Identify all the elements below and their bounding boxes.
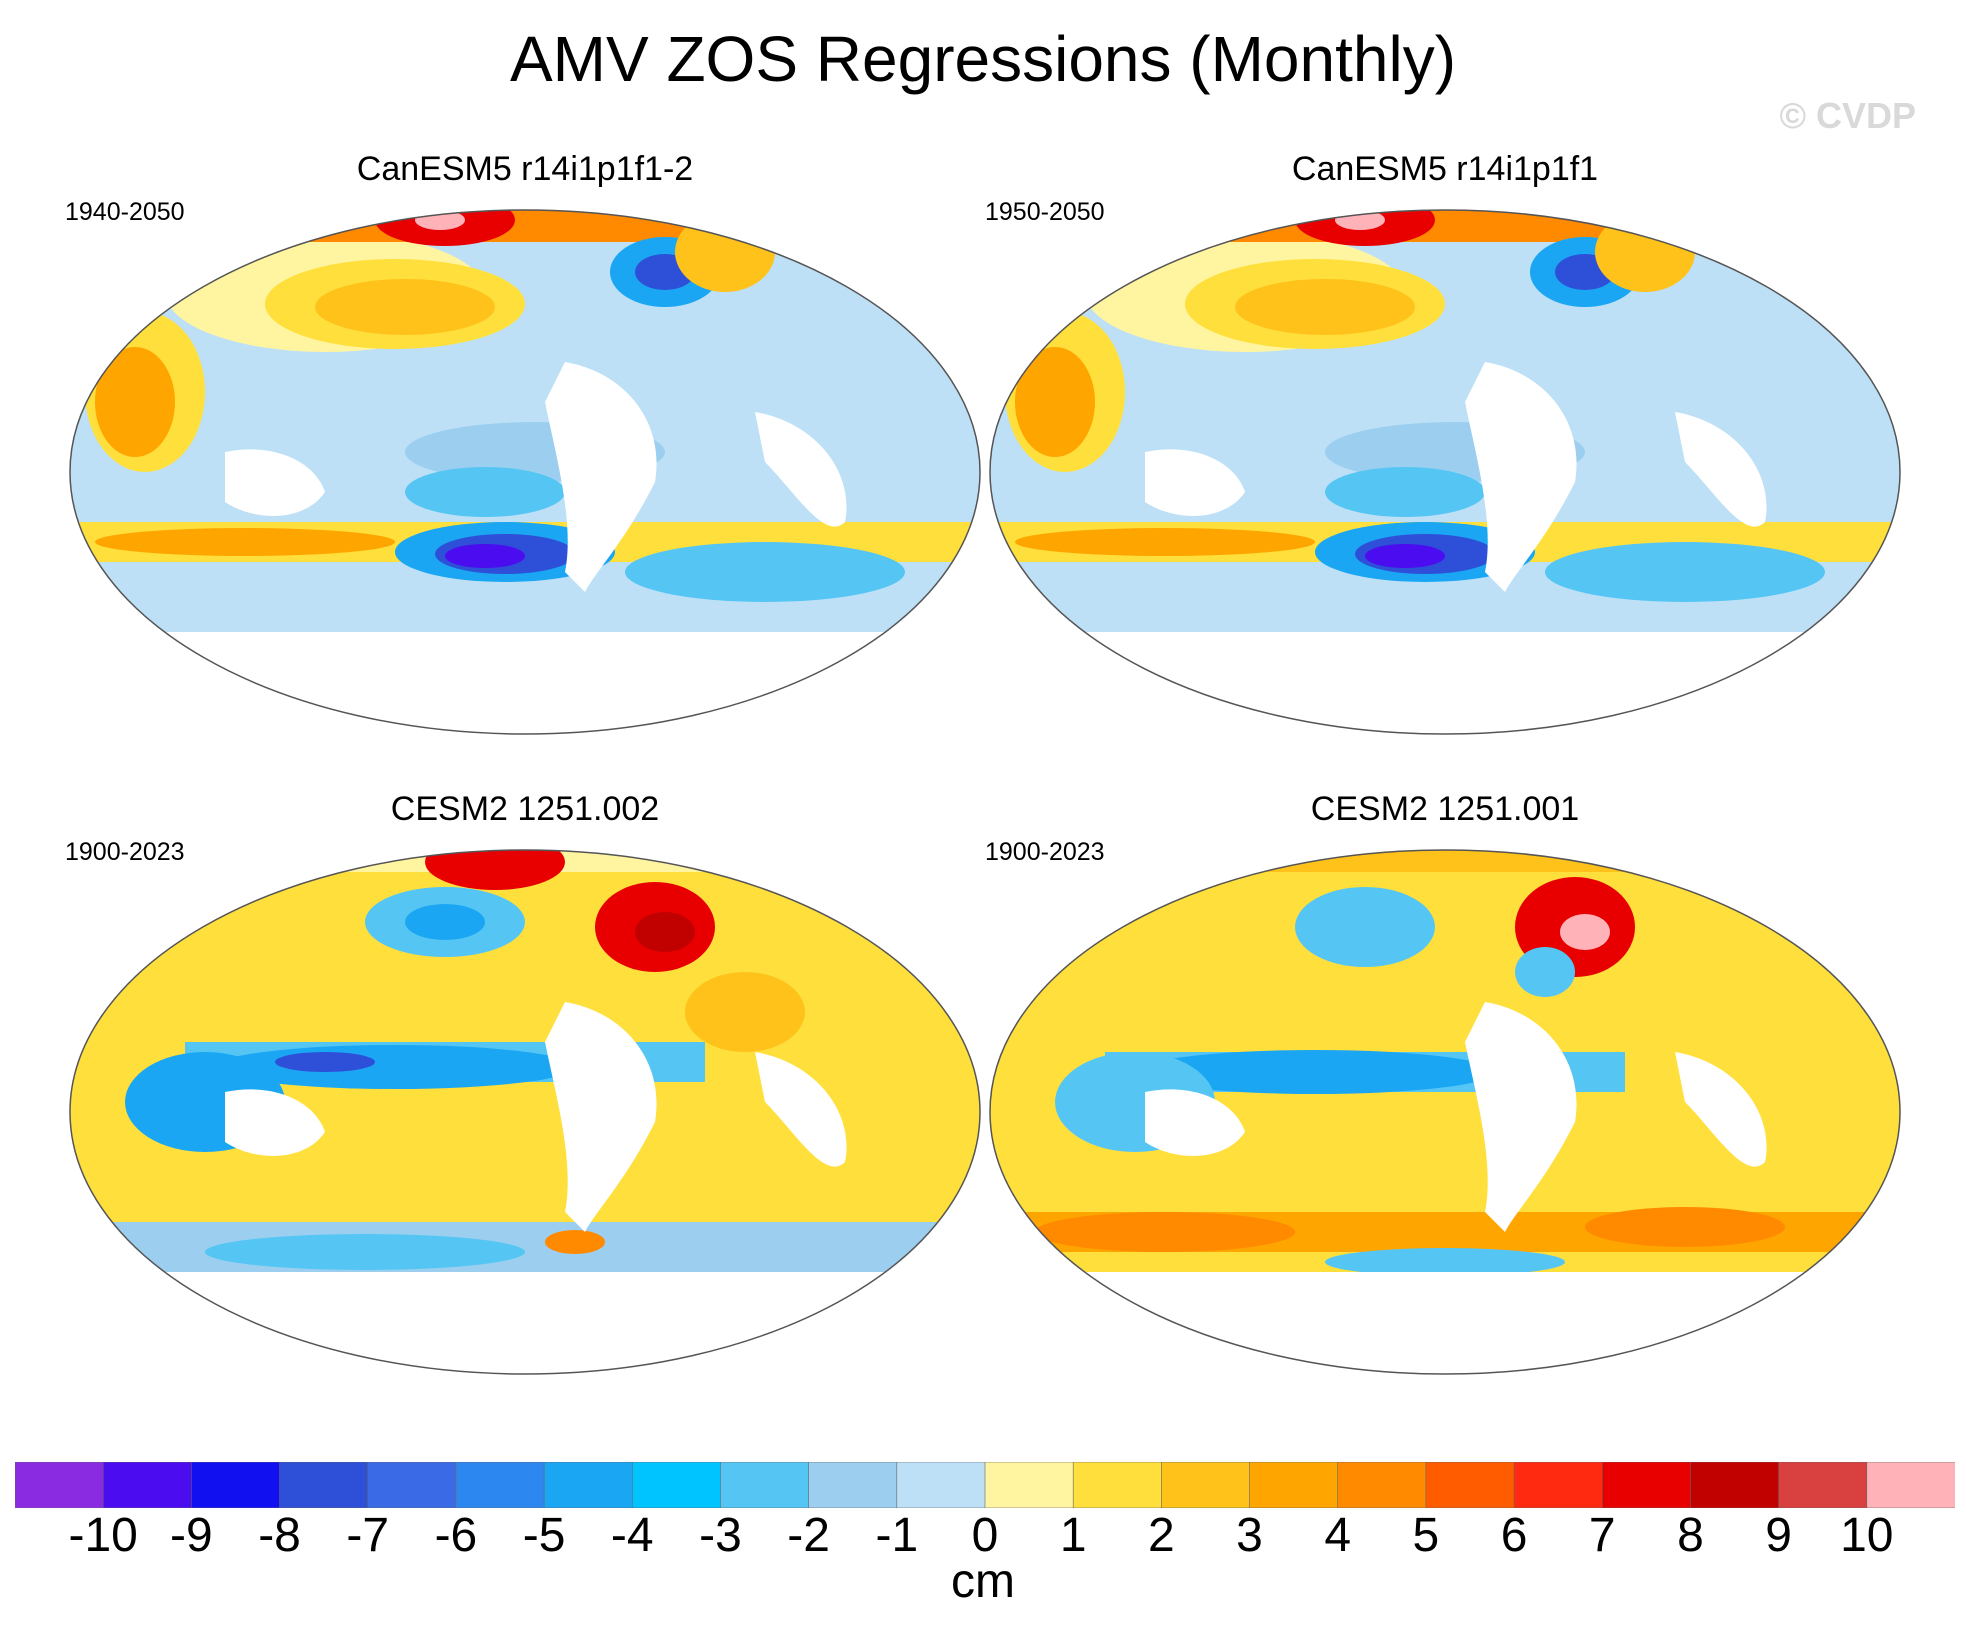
colorbar-swatch (15, 1462, 104, 1508)
colorbar-swatch (102, 1462, 193, 1508)
panel-title-1: CanESM5 r14i1p1f1-2 (356, 150, 694, 188)
colorbar-tick-label: 2 (1148, 1509, 1175, 1562)
colorbar-swatch (1425, 1462, 1515, 1508)
colorbar-swatch (1690, 1462, 1780, 1508)
colorbar-tick-label: -6 (434, 1509, 478, 1562)
colorbar-tick-label: 3 (1236, 1509, 1263, 1562)
panel-period-1: 1940-2050 (65, 198, 185, 226)
panel-period-3: 1900-2023 (65, 838, 185, 866)
colorbar-swatch (1601, 1462, 1692, 1508)
map-panel-4: CESM2 1251.001 1900-2023 (985, 790, 1905, 1380)
colorbar-swatch (367, 1462, 457, 1508)
colorbar-swatch (1249, 1462, 1339, 1508)
colorbar-tick-label: -8 (258, 1509, 301, 1562)
global-map-4 (989, 849, 1901, 1375)
cvdp-watermark: © CVDP (1779, 95, 1916, 136)
map-panel-3: CESM2 1251.002 1900-2023 (65, 790, 985, 1380)
colorbar (15, 1462, 1955, 1508)
colorbar-tick-label: 0 (971, 1509, 999, 1562)
panel-title-2: CanESM5 r14i1p1f1 (1291, 150, 1599, 188)
panel-period-2: 1950-2050 (985, 198, 1105, 226)
colorbar-tick-label: -10 (68, 1509, 138, 1562)
colorbar-swatch (808, 1462, 898, 1508)
panel-period-4: 1900-2023 (985, 838, 1105, 866)
global-map-1 (69, 209, 981, 735)
colorbar-tick-label: 5 (1412, 1509, 1440, 1562)
colorbar-tick-label: -1 (875, 1509, 919, 1562)
figure-title: AMV ZOS Regressions (Monthly) (509, 23, 1457, 95)
colorbar-tick-label: -5 (522, 1509, 566, 1562)
colorbar-swatch (1072, 1462, 1163, 1508)
colorbar-swatch (896, 1462, 986, 1508)
colorbar-tick-label: 8 (1677, 1509, 1704, 1562)
colorbar-units: cm (951, 1555, 1015, 1608)
colorbar-tick-label: 10 (1840, 1509, 1894, 1562)
colorbar-swatch (455, 1462, 545, 1508)
colorbar-tick-label: 4 (1324, 1509, 1352, 1562)
colorbar-tick-label: 1 (1059, 1509, 1087, 1562)
map-panel-1: CanESM5 r14i1p1f1-2 1940-2050 (65, 150, 985, 740)
colorbar-swatch (984, 1462, 1074, 1508)
colorbar-swatch (720, 1462, 810, 1508)
colorbar-swatch (1337, 1462, 1427, 1508)
colorbar-swatch (1513, 1462, 1604, 1508)
colorbar-swatch (191, 1462, 281, 1508)
colorbar-tick-label: -7 (346, 1509, 390, 1562)
colorbar-tick-label: -2 (787, 1509, 830, 1562)
colorbar-swatch (631, 1462, 722, 1508)
panel-title-3: CESM2 1251.002 (390, 790, 660, 828)
global-map-2 (989, 209, 1901, 735)
colorbar-tick-label: -9 (170, 1509, 213, 1562)
colorbar-tick-label: 7 (1588, 1509, 1616, 1562)
colorbar-swatch (1866, 1462, 1955, 1508)
colorbar-tick-label: -3 (699, 1509, 742, 1562)
colorbar-tick-label: -4 (610, 1509, 654, 1562)
colorbar-tick-label: 9 (1765, 1509, 1792, 1562)
colorbar-tick-label: 6 (1500, 1509, 1528, 1562)
colorbar-swatch (1778, 1462, 1868, 1508)
panel-title-4: CESM2 1251.001 (1310, 790, 1580, 828)
colorbar-swatch (1161, 1462, 1251, 1508)
global-map-3 (69, 849, 981, 1375)
colorbar-swatch (543, 1462, 634, 1508)
map-panel-2: CanESM5 r14i1p1f1 1950-2050 (985, 150, 1905, 740)
colorbar-swatch (279, 1462, 369, 1508)
